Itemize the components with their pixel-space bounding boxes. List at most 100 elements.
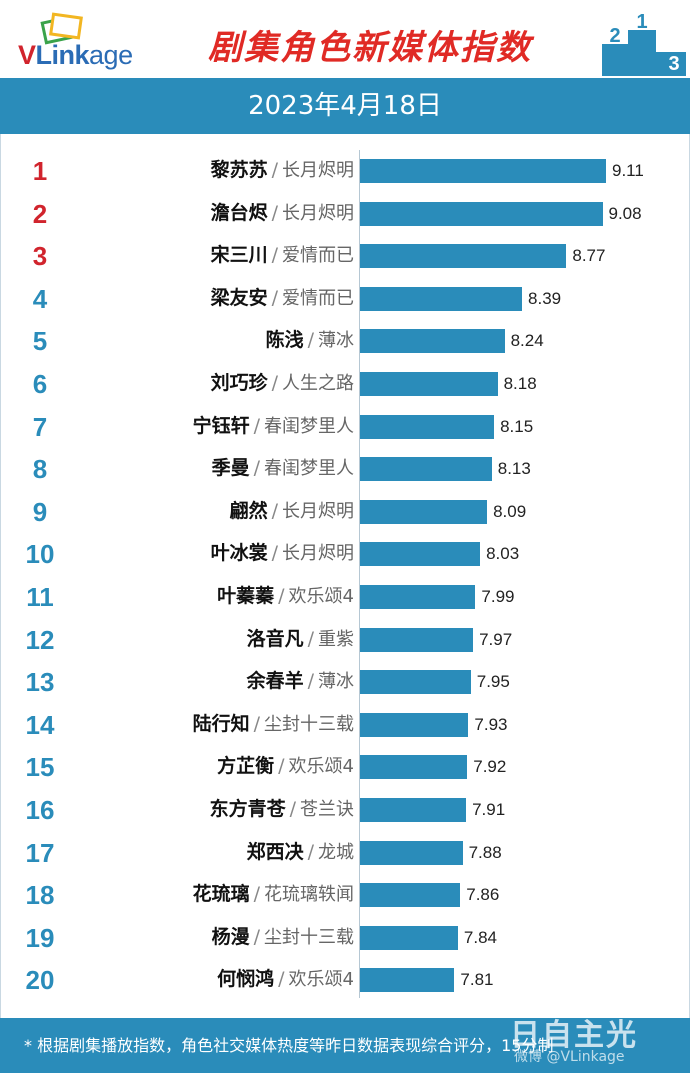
chart-row: 8 季曼 / 春闺梦里人 8.13 — [0, 448, 690, 490]
rank-number: 12 — [25, 624, 55, 655]
vlinkage-logo: VLinkage — [8, 6, 168, 72]
value-bar — [360, 329, 505, 354]
podium-icon: 2 1 3 — [602, 11, 686, 76]
value-label: 8.03 — [486, 544, 520, 564]
logo-screens-icon — [40, 12, 83, 45]
value-label: 7.93 — [474, 714, 508, 734]
chart-row: 9 翩然 / 长月烬明 8.09 — [0, 491, 690, 533]
rank-number: 18 — [25, 880, 55, 911]
rank-number: 16 — [25, 795, 55, 825]
label-separator: / — [278, 968, 285, 991]
row-label: 叶冰裳 / 长月烬明 — [211, 541, 354, 566]
rank-number: 10 — [25, 539, 55, 570]
character-name: 花琉璃 — [192, 883, 250, 906]
footnote: * 根据剧集播放指数，角色社交媒体热度等昨日数据表现综合评分，15分制 — [24, 1036, 554, 1055]
row-label: 陆行知 / 尘封十三载 — [193, 712, 354, 737]
character-name: 宁钰轩 — [192, 414, 250, 437]
value-bar — [360, 414, 495, 439]
label-separator: / — [271, 499, 278, 522]
rank-number: 4 — [32, 283, 48, 314]
drama-title: 长月烬明 — [282, 160, 354, 181]
row-label: 梁友安 / 爱情而已 — [211, 286, 354, 311]
row-label: 余春羊 / 薄冰 — [247, 669, 354, 694]
label-separator: / — [271, 244, 278, 267]
logo-text: VLinkage — [18, 40, 133, 71]
row-label: 澹台烬 / 长月烬明 — [211, 201, 354, 226]
chart-row: 4 梁友安 / 爱情而已 8.39 — [0, 278, 690, 320]
row-label: 季曼 / 春闺梦里人 — [212, 456, 354, 481]
value-label: 8.09 — [493, 501, 527, 521]
drama-title: 重紫 — [318, 628, 354, 650]
label-separator: / — [307, 670, 314, 693]
drama-title: 爱情而已 — [282, 287, 354, 309]
value-bar — [360, 499, 488, 524]
value-label: 8.39 — [528, 288, 562, 308]
label-separator: / — [253, 712, 260, 735]
label-separator: / — [289, 798, 296, 820]
value-bar — [360, 670, 471, 695]
value-label: 9.08 — [608, 203, 642, 223]
value-label: 8.18 — [503, 374, 537, 393]
chart-row: 17 郑西决 / 龙城 7.88 — [0, 832, 690, 874]
chart-row: 10 叶冰裳 / 长月烬明 8.03 — [0, 533, 690, 575]
rank-number: 13 — [25, 667, 55, 698]
label-separator: / — [307, 840, 314, 863]
drama-title: 花琉璃轶闻 — [264, 884, 354, 906]
chart-row: 19 杨漫 / 尘封十三载 7.84 — [0, 917, 690, 959]
rank-number: 14 — [25, 709, 55, 740]
chart-row: 11 叶蓁蓁 / 欢乐颂4 7.99 — [0, 576, 690, 618]
drama-title: 欢乐颂4 — [288, 586, 354, 607]
label-separator: / — [271, 542, 278, 565]
character-name: 叶冰裳 — [210, 542, 268, 565]
label-separator: / — [253, 883, 260, 906]
row-label: 刘巧珍 / 人生之路 — [211, 371, 354, 396]
chart-row: 5 陈浅 / 薄冰 8.24 — [0, 320, 690, 362]
rank-number: 2 — [32, 198, 48, 229]
chart-row: 20 何悯鸿 / 欢乐颂4 7.81 — [0, 959, 690, 1001]
character-name: 陈浅 — [265, 329, 304, 352]
value-label: 7.91 — [472, 800, 506, 819]
character-name: 东方青苍 — [209, 798, 286, 820]
character-name: 梁友安 — [210, 286, 268, 309]
label-separator: / — [253, 925, 260, 948]
value-bar — [360, 457, 492, 482]
value-label: 7.99 — [481, 587, 515, 606]
value-bar — [360, 627, 474, 652]
rank-number: 3 — [32, 241, 48, 272]
date-text: 2023年4月18日 — [248, 91, 442, 121]
character-name: 黎苏苏 — [210, 159, 268, 181]
rank-number: 15 — [25, 752, 55, 783]
podium-digit-3: 3 — [668, 53, 679, 75]
label-separator: / — [253, 457, 260, 480]
row-label: 叶蓁蓁 / 欢乐颂4 — [217, 584, 354, 609]
watermark-text: 日自主光 — [510, 1018, 638, 1053]
value-bar — [360, 286, 523, 311]
drama-title: 长月烬明 — [282, 543, 354, 565]
chart-row: 13 余春羊 / 薄冰 7.95 — [0, 661, 690, 703]
value-bar — [360, 159, 606, 183]
drama-title: 爱情而已 — [282, 245, 354, 267]
chart-row: 3 宋三川 / 爱情而已 8.77 — [0, 235, 690, 277]
row-label: 东方青苍 / 苍兰诀 — [210, 797, 354, 822]
logo-link: Link — [35, 40, 90, 70]
character-name: 翩然 — [229, 499, 268, 522]
character-name: 澹台烬 — [210, 201, 268, 224]
value-bar — [360, 755, 468, 780]
label-separator: / — [271, 372, 278, 394]
logo-v: V — [18, 40, 36, 70]
row-label: 黎苏苏 / 长月烬明 — [211, 158, 354, 183]
value-label: 7.84 — [463, 927, 498, 947]
drama-title: 长月烬明 — [282, 500, 354, 522]
ranking-chart: 1 黎苏苏 / 长月烬明 9.11 2 澹台烬 / 长月烬明 9.08 3 宋三川 / 爱情而已 8.77 4… — [0, 150, 690, 1000]
chart-row: 15 方芷衡 / 欢乐颂4 7.92 — [0, 746, 690, 788]
drama-title: 尘封十三载 — [264, 713, 354, 735]
rank-number: 8 — [32, 454, 48, 485]
character-name: 刘巧珍 — [210, 372, 268, 394]
value-bar — [360, 798, 467, 822]
page-title: 剧集角色新媒体指数 — [208, 28, 532, 68]
rank-number: 7 — [32, 411, 48, 442]
value-bar — [360, 201, 603, 226]
chart-row: 18 花琉璃 / 花琉璃轶闻 7.86 — [0, 874, 690, 916]
podium-digit-1: 1 — [636, 11, 647, 33]
row-label: 杨漫 / 尘封十三载 — [212, 925, 354, 950]
